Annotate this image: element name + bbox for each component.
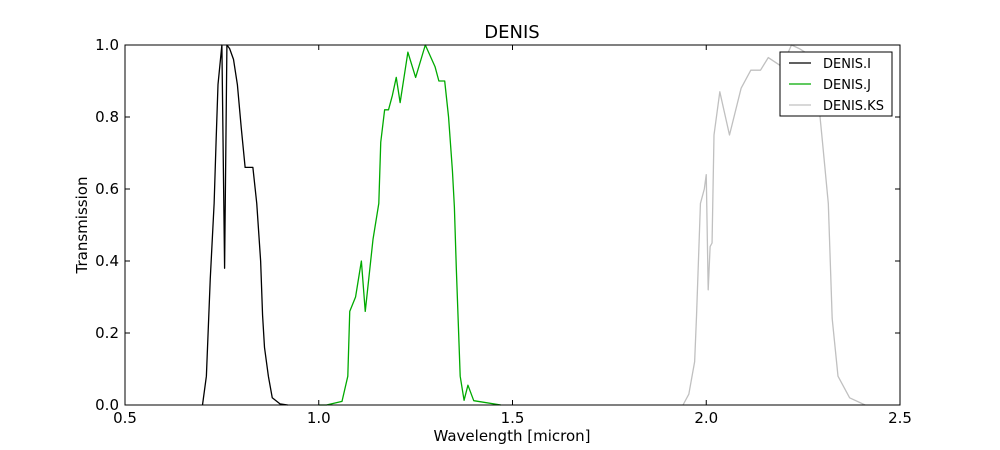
series-line-denis-j	[318, 44, 501, 406]
x-tick-label: 1.0	[307, 409, 331, 427]
chart-title: DENIS	[484, 22, 539, 43]
series-line-denis-i	[201, 44, 288, 406]
y-tick-label: 0.8	[95, 108, 119, 126]
x-tick-label: 1.5	[501, 409, 525, 427]
legend-label: DENIS.KS	[823, 99, 884, 114]
y-tick-label: 1.0	[95, 36, 119, 54]
x-tick-label: 2.5	[888, 409, 912, 427]
x-tick-label: 2.0	[694, 409, 718, 427]
legend-label: DENIS.J	[823, 78, 871, 93]
y-tick-label: 0.0	[95, 396, 119, 414]
y-tick-label: 0.4	[95, 252, 119, 270]
legend-label: DENIS.I	[823, 57, 871, 72]
tick-layer: 0.5 1.0 1.5 2.0 2.5 0.0 0.2 0.4 0.6 0.8 1.0	[95, 36, 912, 427]
x-axis-title: Wavelength [micron]	[433, 427, 590, 445]
y-tick-label: 0.6	[95, 180, 119, 198]
series-layer	[201, 44, 866, 406]
series-line-denis-ks	[682, 44, 866, 406]
y-axis-title: Transmission	[73, 177, 91, 275]
legend: DENIS.I DENIS.J DENIS.KS	[779, 51, 893, 117]
x-tick-label: 0.5	[113, 409, 137, 427]
y-tick-label: 0.2	[95, 324, 119, 342]
